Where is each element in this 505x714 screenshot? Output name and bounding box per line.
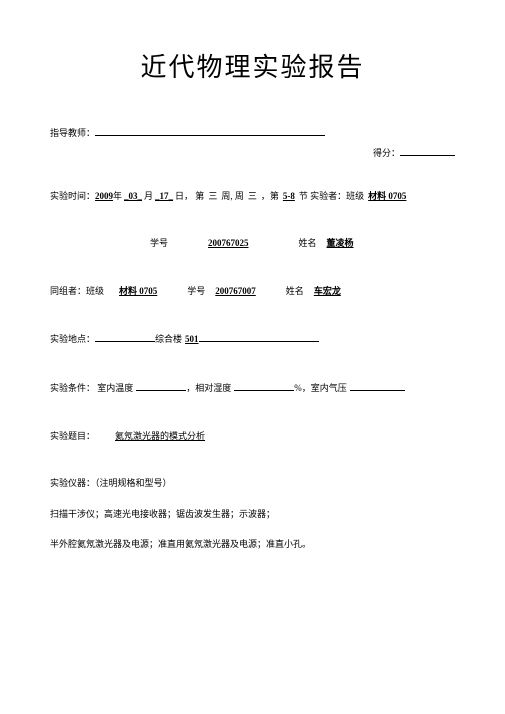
year-value: 2009	[95, 190, 113, 203]
loc-blank1	[95, 332, 155, 342]
week-value: 三	[204, 190, 221, 203]
weekday-value: 三	[244, 190, 261, 203]
time-label: 实验时间：	[50, 190, 95, 203]
instrument2: 半外腔氦氖激光器及电源；准直用氦氖激光器及电源；准直小孔。	[50, 538, 455, 551]
month-label: 月	[144, 190, 153, 203]
teacher-row: 指导教师：	[50, 126, 455, 140]
score-blank	[400, 146, 455, 156]
topic-value: 氦氖激光器的模式分析	[115, 430, 205, 443]
time-row: 实验时间： 2009 年 _03_ 月 _17_ 日， 第 三 周, 周 三 ，…	[50, 190, 455, 203]
day-underline: _17_	[153, 190, 175, 203]
humidity-unit: %，室内气压	[294, 382, 347, 395]
section-value: 5-8	[279, 190, 299, 203]
temp-blank	[136, 381, 186, 391]
location-row: 实验地点： 综合楼 501	[50, 332, 455, 346]
name-label: 姓名	[299, 237, 317, 250]
score-label: 得分：	[373, 147, 400, 160]
instruments-label: 实验仪器：（注明规格和型号）	[50, 477, 172, 490]
month-underline: _03_	[122, 190, 144, 203]
class2-value: 材料 0705	[119, 285, 157, 298]
sid-label: 学号	[150, 237, 168, 250]
sid2-value: 200767007	[215, 285, 256, 298]
humidity-blank	[234, 381, 294, 391]
name1-value: 董凌杨	[327, 237, 354, 250]
room-value: 501	[185, 333, 199, 346]
pressure-blank	[350, 381, 405, 391]
name-label2: 姓名	[286, 285, 304, 298]
week-suffix: 周, 周	[221, 190, 244, 203]
teacher-label: 指导教师：	[50, 127, 95, 140]
partner-row: 同组者：班级 材料 0705 学号 200767007 姓名 车宏龙	[50, 285, 455, 298]
instrument1: 扫描干涉仪；高速光电接收器；锯齿波发生器；示波器；	[50, 508, 455, 521]
cond-label: 实验条件： 室内温度	[50, 382, 133, 395]
teacher-blank	[95, 126, 325, 136]
student-row: 学号 200767025 姓名 董凌杨	[50, 237, 455, 250]
instruments-label-row: 实验仪器：（注明规格和型号）	[50, 477, 455, 490]
location-label: 实验地点：	[50, 333, 95, 346]
humidity-label: ，相对湿度	[186, 382, 231, 395]
name2-value: 车宏龙	[314, 285, 341, 298]
partner-label: 同组者：班级	[50, 285, 104, 298]
topic-row: 实验题目： 氦氖激光器的模式分析	[50, 430, 455, 443]
conditions-row: 实验条件： 室内温度 ，相对湿度 %，室内气压	[50, 381, 455, 395]
page-title: 近代物理实验报告	[50, 50, 455, 86]
topic-label: 实验题目：	[50, 430, 95, 443]
section-suffix: 节 实验者：班级	[299, 190, 364, 203]
sid-label2: 学号	[187, 285, 205, 298]
year-label: 年	[113, 190, 122, 203]
day-label: 日， 第	[175, 190, 204, 203]
weekday-suffix: ，第	[261, 190, 279, 203]
sid1-value: 200767025	[208, 237, 249, 250]
loc-blank2	[199, 332, 319, 342]
class1-value: 材料 0705	[368, 190, 406, 203]
building-label: 综合楼	[155, 333, 182, 346]
